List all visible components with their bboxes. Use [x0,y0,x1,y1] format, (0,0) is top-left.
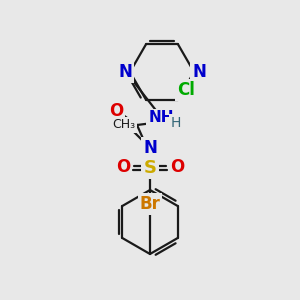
Text: Br: Br [140,195,160,213]
Text: N: N [192,63,206,81]
Text: N: N [143,139,157,157]
Text: O: O [170,158,184,176]
Text: H: H [171,116,181,130]
Text: NH: NH [148,110,174,125]
Text: N: N [118,63,132,81]
Text: O: O [116,158,130,176]
Text: CH₃: CH₃ [112,118,136,131]
Text: S: S [143,159,157,177]
Text: O: O [109,102,123,120]
Text: Cl: Cl [177,81,195,99]
